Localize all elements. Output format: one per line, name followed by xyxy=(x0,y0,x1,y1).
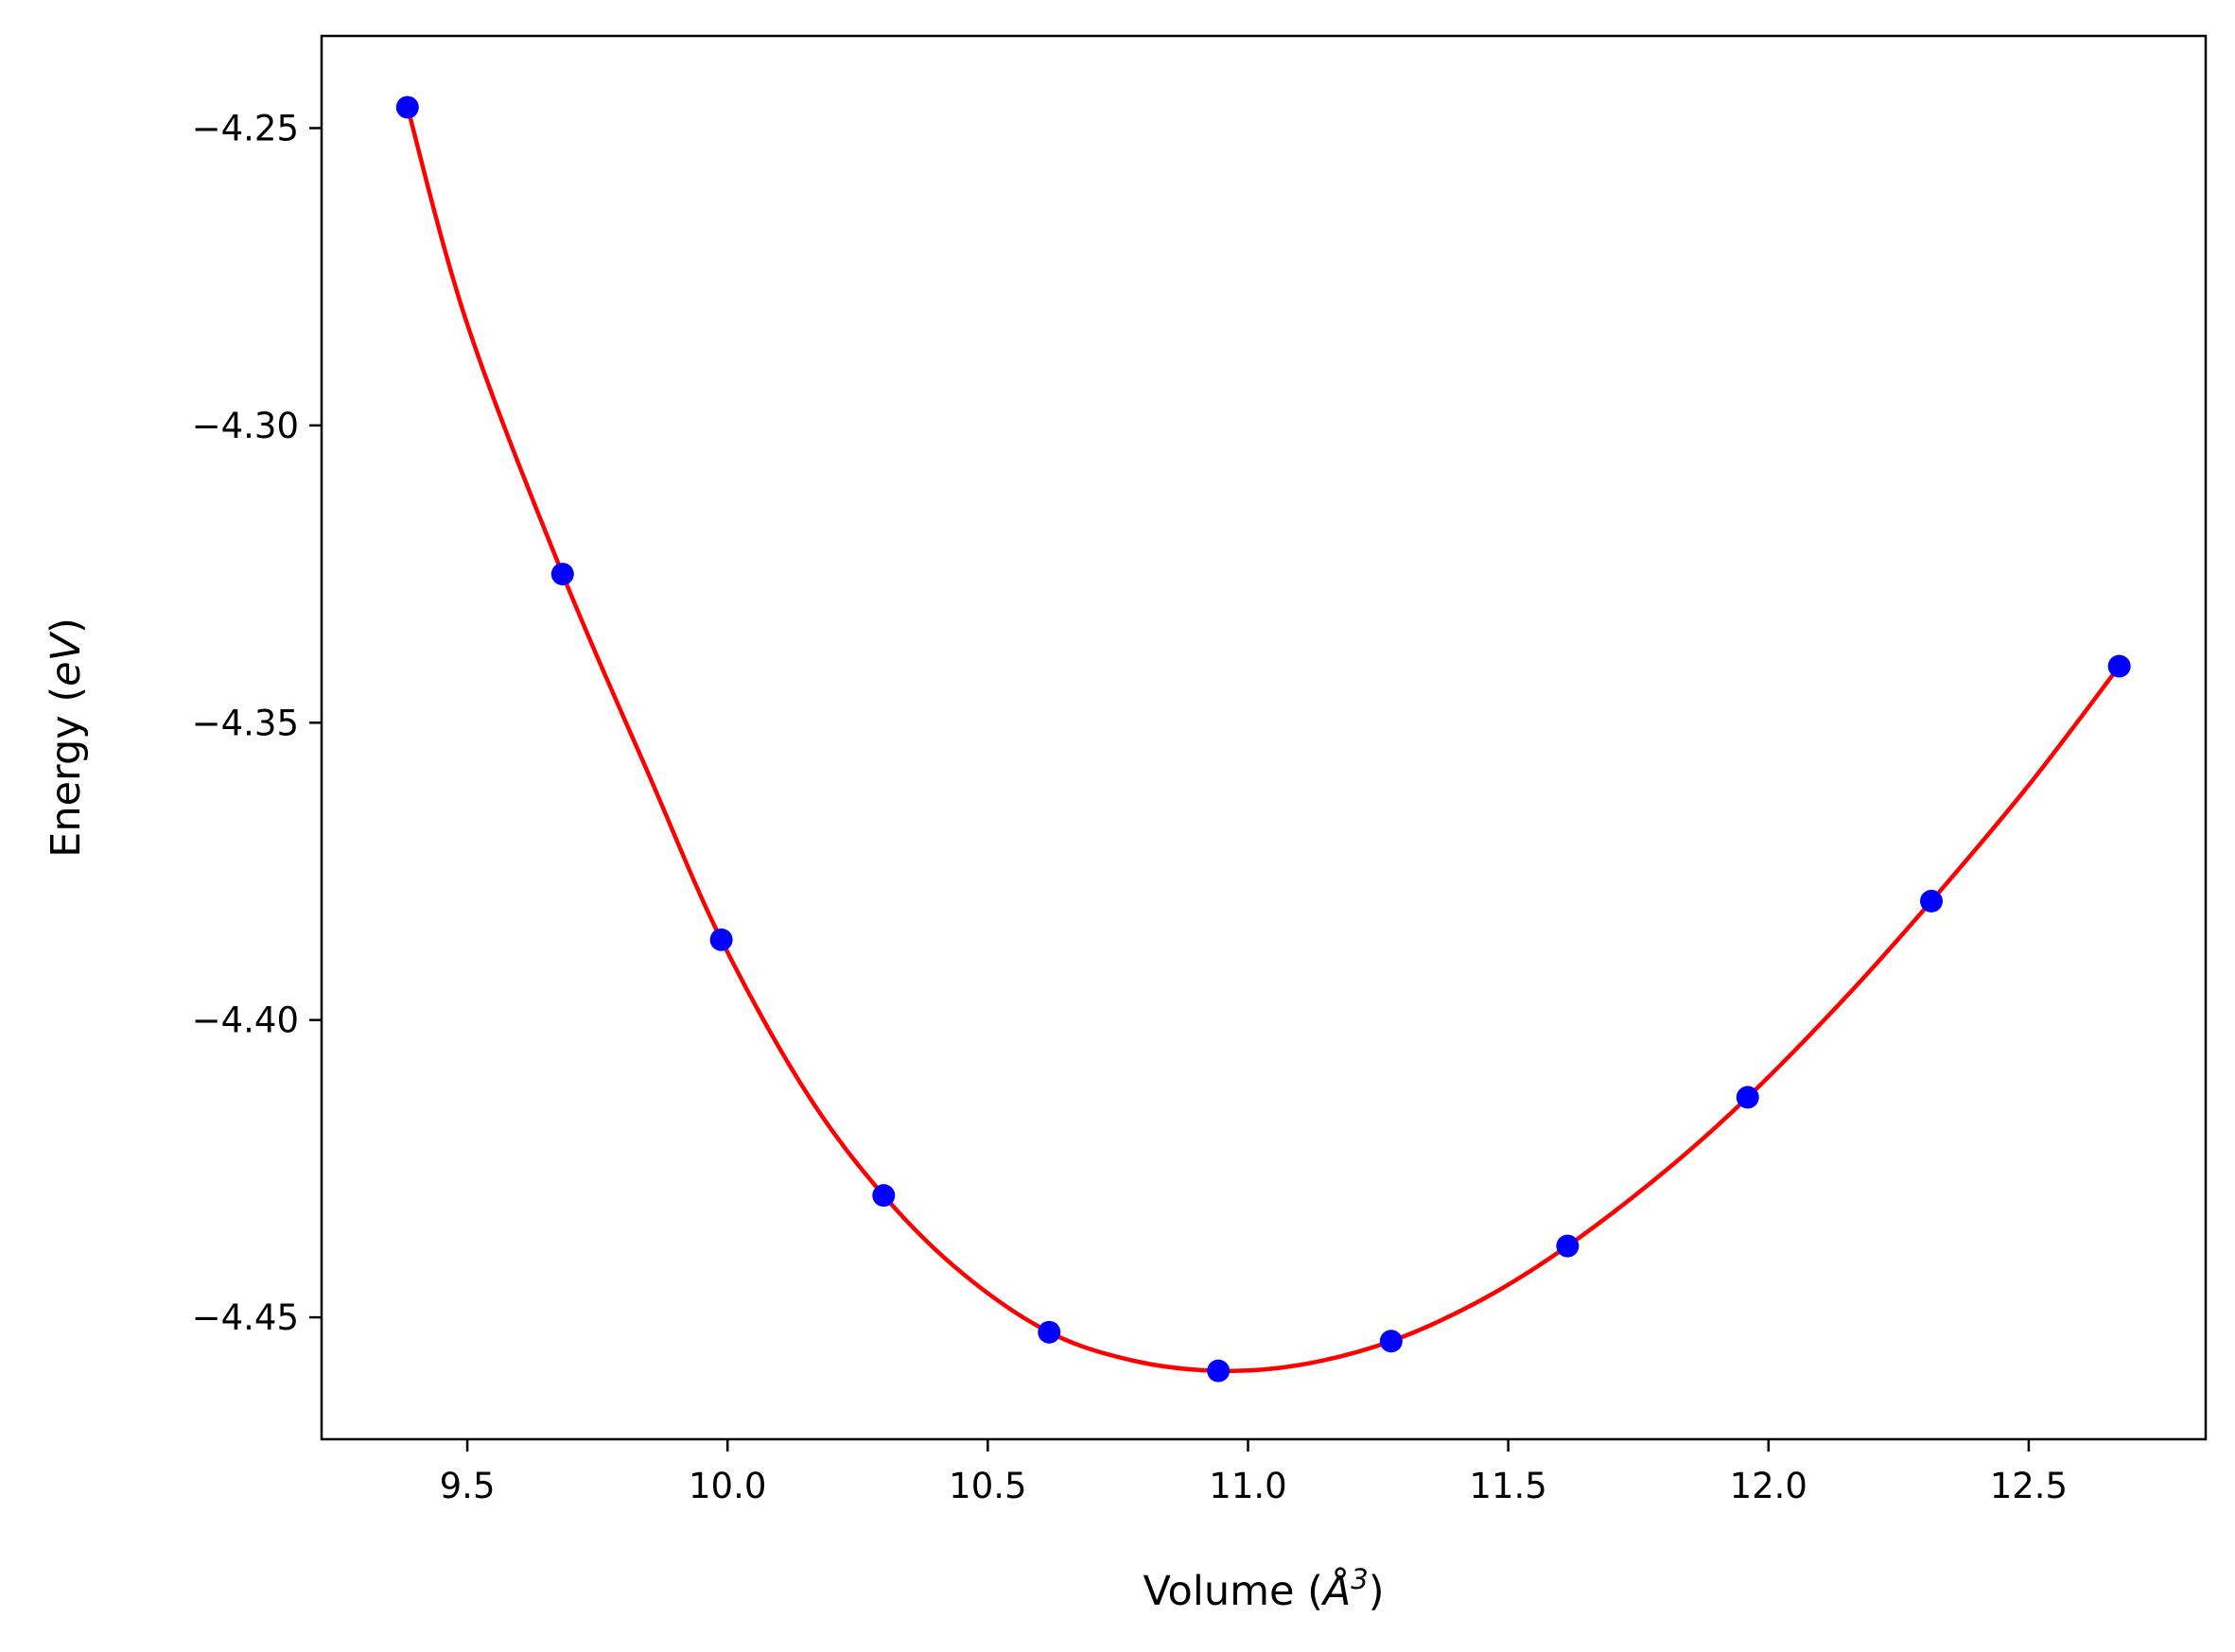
data-point xyxy=(872,1184,896,1208)
y-tick-label: −4.45 xyxy=(192,1297,299,1338)
data-point xyxy=(1379,1330,1403,1353)
data-points-layer xyxy=(395,96,2131,1382)
y-tick-label: −4.35 xyxy=(192,703,299,743)
y-tick-label: −4.25 xyxy=(192,108,299,148)
x-tick-label: 12.5 xyxy=(1990,1466,2068,1506)
data-point xyxy=(2107,654,2131,678)
x-tick-label: 11.5 xyxy=(1469,1466,1546,1506)
data-point xyxy=(550,563,574,586)
fit-curve-line xyxy=(405,106,2122,1374)
y-axis-label: Energy (eV) xyxy=(43,617,90,858)
x-tick-label: 10.0 xyxy=(689,1466,766,1506)
data-point xyxy=(709,928,733,951)
x-tick-label: 12.0 xyxy=(1730,1466,1807,1506)
data-point xyxy=(395,96,419,119)
data-point xyxy=(1736,1086,1759,1109)
data-point xyxy=(1038,1320,1061,1344)
data-point xyxy=(1556,1234,1580,1258)
x-tick-label: 9.5 xyxy=(440,1466,496,1506)
y-tick-label: −4.30 xyxy=(192,406,299,446)
plot-frame xyxy=(320,34,2208,1441)
x-tick-label: 10.5 xyxy=(949,1466,1026,1506)
plot-area xyxy=(322,36,2206,1439)
y-axis-ticks: −4.25 −4.30 −4.35 −4.40 −4.45 xyxy=(192,108,322,1338)
data-point xyxy=(1920,889,1944,913)
x-axis-label: Volume (Å3) xyxy=(1143,1563,1384,1615)
x-tick-label: 11.0 xyxy=(1209,1466,1286,1506)
y-tick-label: −4.40 xyxy=(192,1000,299,1041)
x-axis-ticks: 9.5 10.0 10.5 11.0 11.5 12.0 12.5 xyxy=(440,1439,2068,1506)
data-point xyxy=(1207,1359,1231,1382)
fit-curve-layer xyxy=(405,106,2122,1374)
